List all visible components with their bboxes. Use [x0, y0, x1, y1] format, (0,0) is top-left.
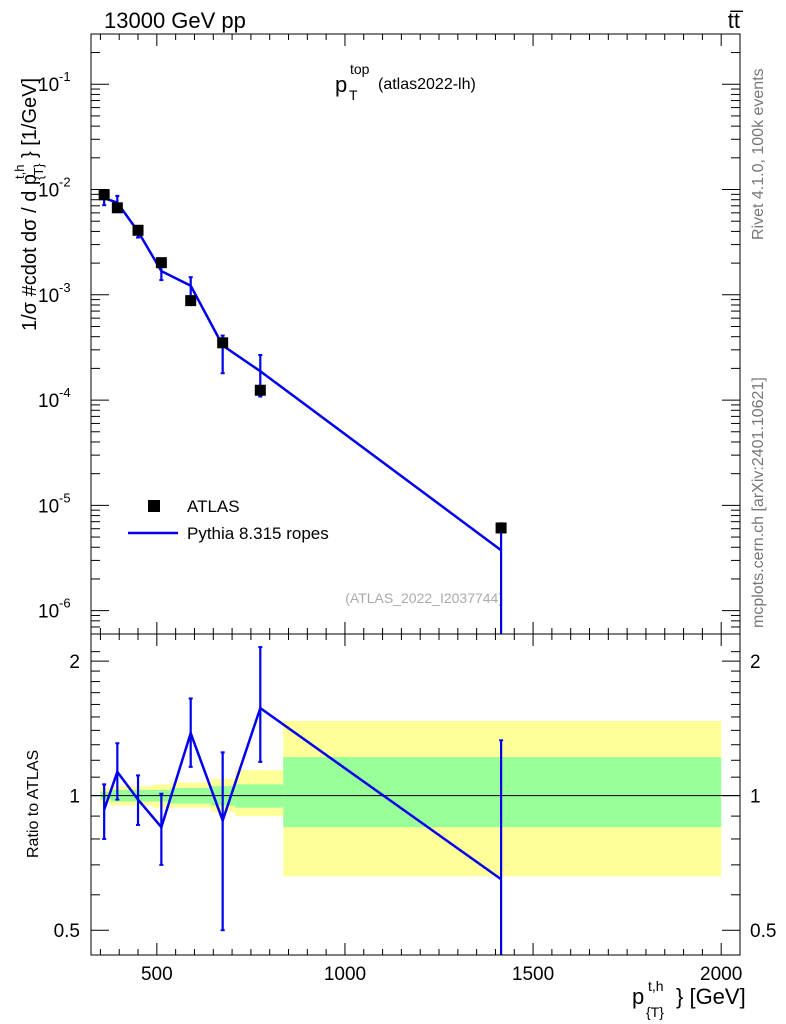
legend: ATLAS Pythia 8.315 ropes: [128, 497, 329, 543]
main-y-tick-label: 10 -6: [38, 596, 71, 623]
main-y-tick-label: 10 -1: [38, 69, 71, 96]
main-y-tick-label: 10 -4: [38, 385, 71, 412]
ratio-y-tick-label-right: 1: [750, 787, 761, 808]
y-tick-base: 10: [38, 286, 59, 307]
x-axis-label: p t,h {T} } [GeV]: [632, 978, 746, 1020]
ratio-y-tick-label-left: 1: [69, 787, 80, 808]
main-y-axis-label: 1/σ #cdot dσ / d p t,h {T} } [1/GeV]: [12, 78, 46, 331]
atlas-data-point: [98, 189, 110, 201]
ylabel-sub: {T}: [31, 163, 46, 180]
ylabel-pre: 1/σ #cdot dσ / d p: [19, 174, 41, 331]
atlas-data-point: [132, 224, 144, 236]
xlabel-sub: {T}: [646, 1004, 664, 1020]
y-tick-exponent: -1: [59, 69, 71, 84]
main-data-series: [98, 189, 507, 534]
ylabel-sup: t,h: [12, 165, 27, 179]
x-tick-label: 2000: [700, 964, 742, 985]
ratio-y-tick-label-right: 0.5: [750, 921, 776, 942]
ratio-y-tick-label-right: 2: [750, 652, 761, 673]
x-tick-label: 1000: [324, 964, 366, 985]
inner-band-segment: [283, 757, 722, 828]
ratio-y-tick-label-left: 2: [69, 652, 80, 673]
pythia-main-line: [103, 196, 502, 552]
legend-atlas-marker: [148, 500, 160, 512]
y-tick-base: 10: [38, 75, 59, 96]
y-tick-base: 10: [38, 181, 59, 202]
main-y-tick-label: 10 -5: [38, 490, 71, 517]
y-tick-exponent: -4: [59, 385, 71, 400]
xlabel-post: } [GeV]: [676, 984, 746, 1009]
atlas-data-point: [254, 384, 266, 396]
ylabel-post: } [1/GeV]: [19, 78, 41, 158]
y-tick-exponent: -2: [59, 175, 71, 190]
header-energy-label: 13000 GeV pp: [104, 8, 246, 33]
title-suffix-text: (atlas2022-lh): [378, 76, 476, 93]
rivet-version-label: Rivet 4.1.0, 100k events: [750, 68, 767, 240]
analysis-tag: (ATLAS_2022_I2037744): [345, 590, 503, 606]
y-tick-base: 10: [38, 496, 59, 517]
title-main-text: p: [335, 72, 347, 97]
legend-atlas-label: ATLAS: [187, 497, 240, 516]
ratio-y-tick-label-left: 0.5: [54, 921, 80, 942]
xlabel-sup: t,h: [648, 978, 664, 994]
atlas-data-point: [185, 295, 197, 307]
header-process-label: tt̅: [728, 8, 744, 33]
y-tick-base: 10: [38, 391, 59, 412]
ratio-mc-series: [102, 646, 504, 955]
main-panel-frame: [90, 33, 741, 635]
mcplots-label: mcplots.cern.ch [arXiv:2401.10621]: [750, 377, 767, 628]
main-y-tick-label: 10 -3: [38, 280, 71, 307]
atlas-data-point: [217, 337, 229, 349]
xlabel-pre: p: [632, 984, 644, 1009]
x-tick-label: 500: [141, 964, 173, 985]
main-plot-title: p top T (atlas2022-lh): [335, 61, 476, 103]
y-tick-exponent: -6: [59, 596, 71, 611]
ratio-y-axis-label: Ratio to ATLAS: [25, 750, 42, 858]
y-tick-base: 10: [38, 602, 59, 623]
atlas-data-point: [495, 522, 507, 534]
atlas-data-point: [155, 257, 167, 269]
legend-pythia-label: Pythia 8.315 ropes: [187, 524, 329, 543]
y-tick-exponent: -3: [59, 280, 71, 295]
title-sub-text: T: [349, 87, 358, 103]
main-y-tick-label: 10 -2: [38, 175, 71, 202]
title-sup-text: top: [350, 61, 370, 77]
ratio-panel-frame: [90, 633, 741, 956]
atlas-data-point: [111, 202, 123, 214]
pythia-ratio-line: [102, 706, 502, 881]
x-tick-label: 1500: [512, 964, 554, 985]
y-tick-exponent: -5: [59, 490, 71, 505]
